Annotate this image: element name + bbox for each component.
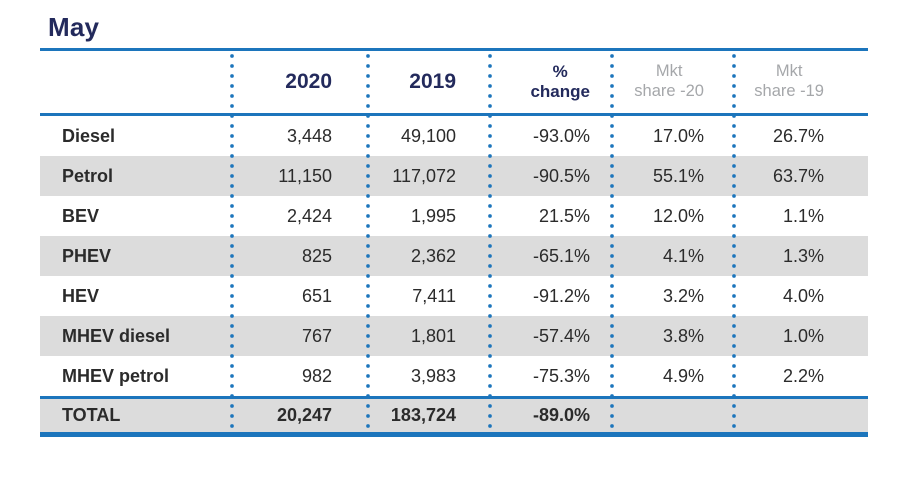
value-mkt-share-20 [612, 399, 734, 432]
table-row: Diesel 3,448 49,100 -93.0% 17.0% 26.7% [40, 116, 868, 156]
value-change: -89.0% [532, 405, 590, 425]
value-2019: 3,983 [410, 365, 456, 386]
header-2020: 2020 [232, 51, 368, 113]
value-change: -65.1% [532, 245, 590, 266]
value-mkt-share-19: 4.0% [782, 285, 824, 306]
value-mkt-share-20: 3.2% [662, 285, 704, 306]
header-2019-label: 2019 [409, 70, 456, 93]
table-bottom-rule [40, 432, 868, 437]
value-2019: 183,724 [390, 405, 456, 425]
value-2019: 2,362 [410, 245, 456, 266]
row-label: TOTAL [62, 405, 121, 425]
value-mkt-share-19: 1.3% [782, 245, 824, 266]
value-mkt-share-20: 12.0% [652, 205, 704, 226]
value-2020: 11,150 [278, 165, 332, 186]
value-2019: 1,801 [410, 325, 456, 346]
page: May 2020 2019 % change Mkt share -20 [40, 12, 868, 437]
value-mkt-share-19: 26.7% [772, 125, 824, 146]
row-label: BEV [62, 205, 100, 226]
total-divider-rule [40, 396, 868, 399]
value-mkt-share-19: 2.2% [782, 365, 824, 386]
value-change: -90.5% [532, 165, 590, 186]
value-mkt-share-19: 63.7% [772, 165, 824, 186]
header-pct-change: % change [490, 51, 612, 113]
value-change: 21.5% [538, 205, 590, 226]
value-mkt-share-20: 55.1% [652, 165, 704, 186]
value-2020: 20,247 [276, 405, 332, 425]
value-change: -91.2% [532, 285, 590, 306]
table-row: HEV 651 7,411 -91.2% 3.2% 4.0% [40, 276, 868, 316]
row-label: PHEV [62, 245, 112, 266]
header-2020-label: 2020 [285, 70, 332, 93]
value-2020: 3,448 [286, 125, 332, 146]
value-2019: 1,995 [410, 205, 456, 226]
table-row: MHEV petrol 982 3,983 -75.3% 4.9% 2.2% [40, 356, 868, 396]
value-mkt-share-20: 17.0% [652, 125, 704, 146]
value-2020: 825 [301, 245, 332, 266]
value-change: -57.4% [532, 325, 590, 346]
table-row: BEV 2,424 1,995 21.5% 12.0% 1.1% [40, 196, 868, 236]
header-2019: 2019 [368, 51, 490, 113]
header-divider-rule [40, 113, 868, 116]
header-blank [40, 51, 232, 113]
table-row: MHEV diesel 767 1,801 -57.4% 3.8% 1.0% [40, 316, 868, 356]
value-mkt-share-20: 4.9% [662, 365, 704, 386]
row-label: MHEV diesel [62, 325, 171, 346]
table-header-row: 2020 2019 % change Mkt share -20 Mkt [40, 51, 868, 113]
row-label: MHEV petrol [62, 365, 170, 386]
value-change: -93.0% [532, 125, 590, 146]
value-2020: 651 [301, 285, 332, 306]
value-2020: 2,424 [286, 205, 332, 226]
table-total-row: TOTAL 20,247 183,724 -89.0% [40, 399, 868, 432]
value-change: -75.3% [532, 365, 590, 386]
page-title: May [48, 12, 100, 42]
header-mkt-share-20-label: Mkt share -20 [634, 62, 704, 100]
table-top-rule [40, 48, 868, 51]
value-2020: 767 [301, 325, 332, 346]
table-body: Diesel 3,448 49,100 -93.0% 17.0% 26.7% Petrol 1… [40, 116, 868, 396]
table-row: PHEV 825 2,362 -65.1% 4.1% 1.3% [40, 236, 868, 276]
row-label: Petrol [62, 165, 114, 186]
value-mkt-share-20: 4.1% [662, 245, 704, 266]
value-mkt-share-19: 1.0% [782, 325, 824, 346]
value-2019: 117,072 [392, 165, 456, 186]
header-mkt-share-19-label: Mkt share -19 [754, 62, 824, 100]
table-row: Petrol 11,150 117,072 -90.5% 55.1% 63.7% [40, 156, 868, 196]
header-mkt-share-20: Mkt share -20 [612, 51, 734, 113]
value-mkt-share-20: 3.8% [662, 325, 704, 346]
header-pct-change-label: % change [530, 61, 590, 101]
row-label: HEV [62, 285, 100, 306]
value-mkt-share-19 [734, 399, 868, 432]
registrations-table: 2020 2019 % change Mkt share -20 Mkt [40, 48, 868, 437]
value-2020: 982 [301, 365, 332, 386]
row-label: Diesel [62, 125, 116, 146]
value-2019: 7,411 [412, 285, 456, 306]
header-mkt-share-19: Mkt share -19 [734, 51, 868, 113]
value-2019: 49,100 [400, 125, 456, 146]
value-mkt-share-19: 1.1% [782, 205, 824, 226]
